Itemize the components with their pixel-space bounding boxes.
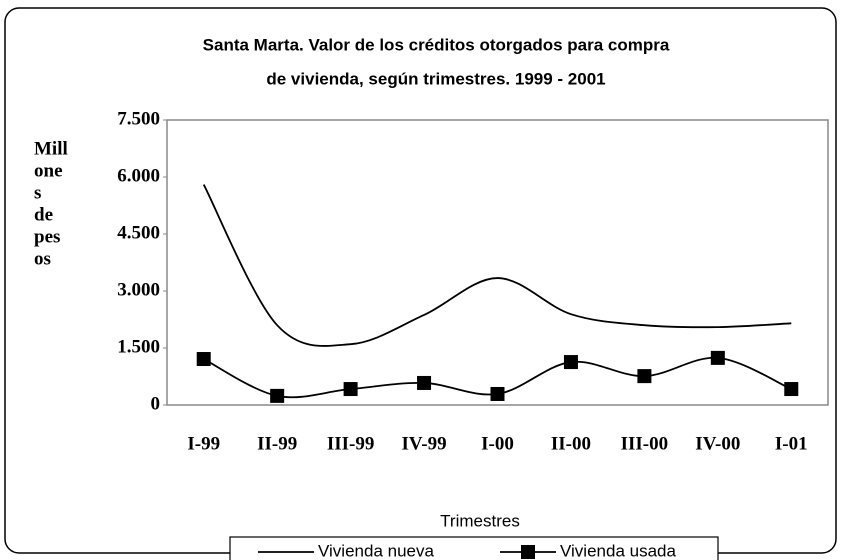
data-point — [343, 382, 358, 397]
x-tick-label: IV-00 — [695, 433, 740, 454]
y-tick-label: 4.500 — [117, 222, 160, 243]
chart-title: Santa Marta. Valor de los créditos otorg… — [203, 35, 670, 54]
y-tick-label: 0 — [151, 393, 161, 414]
data-point — [417, 375, 432, 390]
x-tick-label: II-99 — [257, 433, 297, 454]
chart-title: de vivienda, según trimestres. 1999 - 20… — [266, 69, 605, 88]
y-axis-label: pes — [34, 226, 60, 247]
plot-area — [166, 119, 829, 406]
data-point — [196, 352, 211, 367]
data-point — [710, 350, 725, 365]
y-axis-label: Mill — [34, 138, 68, 159]
y-tick-label: 3.000 — [117, 279, 160, 300]
data-point — [490, 386, 505, 401]
x-tick-label: III-99 — [327, 433, 375, 454]
x-tick-label: I-01 — [775, 433, 808, 454]
x-tick-label: IV-99 — [402, 433, 447, 454]
y-tick-label: 6.000 — [117, 165, 160, 186]
x-tick-label: I-00 — [481, 433, 514, 454]
data-point — [637, 369, 652, 384]
legend-box — [229, 536, 719, 560]
x-axis-label: Trimestres — [440, 511, 520, 530]
y-tick-label: 1.500 — [117, 336, 160, 357]
y-axis-label: one — [34, 160, 63, 181]
y-axis-label: de — [34, 204, 53, 225]
series-line — [202, 184, 792, 347]
x-tick-label: II-00 — [551, 433, 591, 454]
x-tick-label: III-00 — [621, 433, 669, 454]
y-tick-label: 7.500 — [117, 108, 160, 129]
legend-marker — [521, 545, 535, 559]
data-point — [563, 355, 578, 370]
legend-label: Vivienda usada — [560, 541, 676, 560]
y-axis-label: os — [34, 248, 51, 269]
legend-label: Vivienda nueva — [318, 541, 434, 560]
y-axis-label: s — [34, 182, 41, 203]
data-point — [784, 382, 799, 397]
x-tick-label: I-99 — [187, 433, 220, 454]
data-point — [270, 388, 285, 403]
